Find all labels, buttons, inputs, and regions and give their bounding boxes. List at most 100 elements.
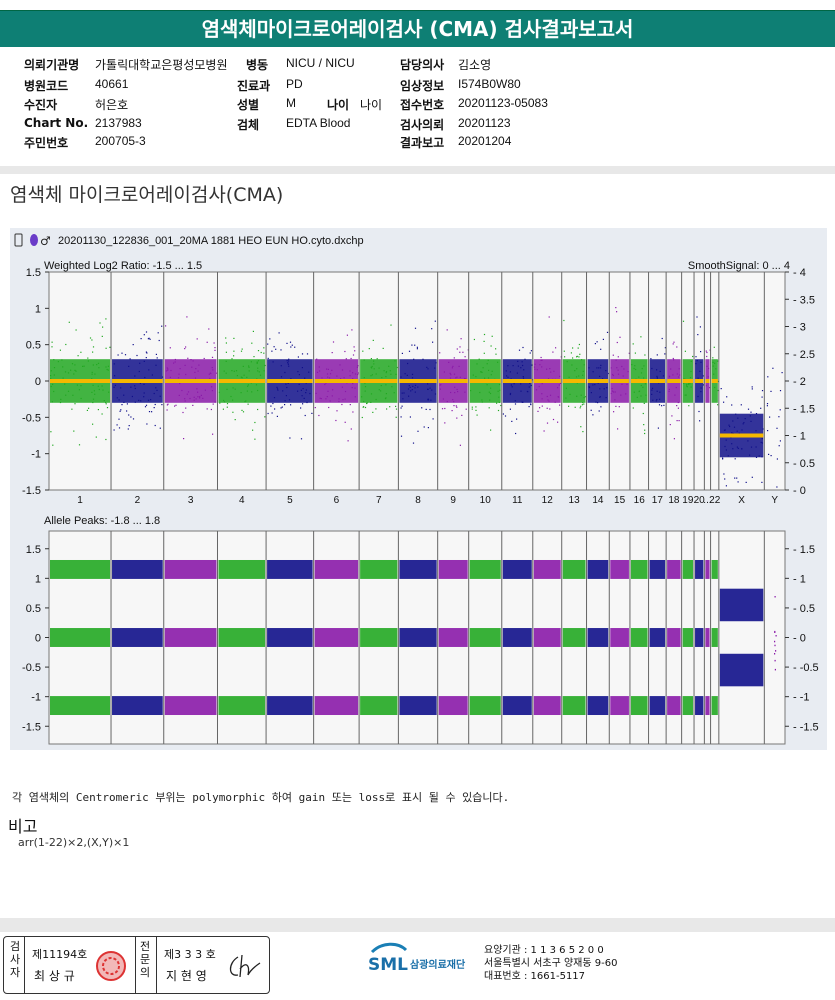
log2-point bbox=[751, 476, 753, 478]
log2-point bbox=[641, 368, 643, 370]
log2-point bbox=[645, 394, 647, 396]
log2-point bbox=[101, 335, 103, 337]
y-tick-label: 0 bbox=[35, 376, 41, 388]
log2-point bbox=[154, 424, 156, 427]
log2-point bbox=[254, 438, 256, 440]
log2-point bbox=[245, 400, 247, 402]
log2-point bbox=[733, 426, 736, 428]
log2-point bbox=[456, 348, 458, 350]
log2-point bbox=[592, 414, 594, 416]
value-receipt-no: 20201123-05083 bbox=[458, 96, 548, 110]
log2-point bbox=[59, 401, 62, 404]
allele-band-chr7 bbox=[360, 696, 398, 716]
log2-point bbox=[713, 373, 715, 375]
log2-point bbox=[528, 386, 530, 388]
log2-point bbox=[107, 365, 109, 367]
log2-point bbox=[588, 386, 590, 388]
log2-point bbox=[350, 428, 352, 430]
log2-point bbox=[50, 370, 52, 372]
log2-point bbox=[449, 377, 452, 379]
log2-point bbox=[59, 349, 61, 351]
log2-point bbox=[779, 409, 781, 411]
log2-point bbox=[475, 409, 477, 411]
reviewer-name: 최 상 규 bbox=[34, 969, 75, 983]
log2-point bbox=[528, 406, 530, 408]
log2-point bbox=[750, 446, 753, 448]
log2-point bbox=[92, 364, 94, 366]
log2-point bbox=[594, 343, 596, 345]
log2-point bbox=[195, 368, 197, 370]
log2-point bbox=[463, 377, 466, 380]
log2-point bbox=[521, 401, 523, 403]
allele-band-chr18 bbox=[667, 696, 681, 716]
allele-y-tick-label: 0 bbox=[35, 633, 41, 645]
balloon-icon bbox=[30, 234, 38, 246]
log2-point bbox=[98, 388, 100, 391]
log2-point bbox=[566, 361, 568, 363]
log2-point bbox=[258, 371, 260, 373]
log2-point bbox=[606, 331, 609, 333]
allele-band-chr1 bbox=[50, 628, 111, 647]
log2-point bbox=[407, 362, 409, 365]
log2-point bbox=[370, 358, 372, 360]
log2-point bbox=[143, 383, 145, 385]
log2-point bbox=[50, 431, 52, 433]
log2-point bbox=[731, 404, 733, 406]
log2-point bbox=[511, 386, 513, 388]
allele-y2-tick-label: - 0.5 bbox=[793, 603, 815, 615]
log2-point bbox=[166, 409, 168, 411]
log2-point bbox=[489, 399, 491, 401]
log2-point bbox=[366, 402, 368, 404]
log2-point bbox=[118, 427, 121, 429]
log2-point bbox=[761, 437, 763, 440]
log2-point bbox=[588, 386, 591, 389]
log2-point bbox=[385, 397, 387, 399]
log2-point bbox=[487, 359, 489, 361]
log2-point bbox=[233, 355, 235, 357]
log2-point bbox=[496, 402, 498, 404]
log2-point bbox=[534, 368, 536, 370]
allele-band-chr19 bbox=[682, 696, 694, 716]
log2-point bbox=[138, 399, 140, 401]
log2-point bbox=[185, 346, 187, 348]
log2-point bbox=[446, 329, 448, 331]
log2-point bbox=[677, 401, 679, 404]
log2-point bbox=[132, 418, 135, 420]
log2-point bbox=[684, 350, 686, 352]
log2-point bbox=[234, 388, 236, 390]
log2-point bbox=[584, 396, 587, 398]
log2-point bbox=[440, 384, 442, 386]
allele-y2-tick-label: - 1 bbox=[793, 573, 806, 585]
label-clinical-info: 임상정보 bbox=[400, 79, 445, 93]
log2-point bbox=[454, 386, 456, 388]
log2-point bbox=[414, 384, 417, 386]
log2-point bbox=[274, 408, 276, 410]
log2-point bbox=[51, 401, 53, 403]
log2-point bbox=[676, 373, 678, 375]
log2-point bbox=[578, 343, 580, 346]
log2-point bbox=[247, 384, 249, 386]
log2-point bbox=[743, 422, 745, 424]
log2-point bbox=[461, 414, 463, 416]
log2-point bbox=[61, 359, 63, 361]
log2-point bbox=[169, 376, 171, 378]
value-requesting-org: 가톨릭대학교은평성모병원 bbox=[95, 58, 228, 72]
log2-point bbox=[155, 364, 157, 366]
log2-point bbox=[402, 398, 404, 400]
log2-point bbox=[151, 411, 153, 413]
log2-point bbox=[548, 400, 550, 402]
log2-point bbox=[697, 334, 699, 336]
log2-point bbox=[400, 407, 402, 409]
allele-band-chr20 bbox=[695, 559, 704, 579]
log2-point bbox=[597, 382, 599, 384]
log2-point bbox=[341, 403, 343, 406]
label-requesting-org: 의뢰기관명 bbox=[24, 58, 80, 72]
log2-point bbox=[130, 416, 132, 418]
log2-point bbox=[572, 357, 574, 359]
log2-point bbox=[580, 394, 582, 396]
log2-point bbox=[431, 328, 433, 330]
value-result-report: 20201204 bbox=[458, 134, 512, 148]
log2-point bbox=[737, 417, 739, 419]
log2-point bbox=[178, 373, 180, 375]
log2-point bbox=[342, 399, 344, 401]
